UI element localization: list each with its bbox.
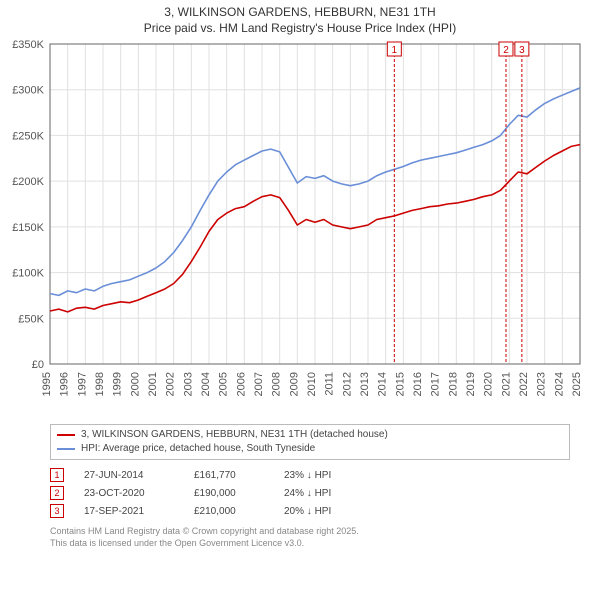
credits-line2: This data is licensed under the Open Gov… xyxy=(50,538,570,550)
title-line1: 3, WILKINSON GARDENS, HEBBURN, NE31 1TH xyxy=(4,4,596,20)
svg-text:£200K: £200K xyxy=(12,177,44,189)
svg-text:£150K: £150K xyxy=(12,222,44,234)
svg-text:2009: 2009 xyxy=(288,372,300,396)
svg-text:2012: 2012 xyxy=(341,372,353,396)
legend-item-hpi: HPI: Average price, detached house, Sout… xyxy=(57,442,563,456)
sale-date: 27-JUN-2014 xyxy=(84,470,174,481)
svg-text:1995: 1995 xyxy=(41,372,53,396)
sales-table: 1 27-JUN-2014 £161,770 23% ↓ HPI 2 23-OCT-202… xyxy=(50,466,570,520)
svg-text:2010: 2010 xyxy=(306,372,318,396)
svg-text:£0: £0 xyxy=(32,359,44,371)
svg-text:2017: 2017 xyxy=(430,372,442,396)
svg-text:2023: 2023 xyxy=(536,372,548,396)
sale-price: £190,000 xyxy=(194,488,264,499)
svg-text:£50K: £50K xyxy=(18,314,44,326)
svg-text:2007: 2007 xyxy=(253,372,265,396)
chart-svg: £0 £50K £100K £150K £200K £250K £300K £350K 1995… xyxy=(0,36,600,420)
svg-text:£250K: £250K xyxy=(12,131,44,143)
legend-swatch xyxy=(57,448,75,450)
svg-text:2015: 2015 xyxy=(394,372,406,396)
svg-text:2005: 2005 xyxy=(218,372,230,396)
svg-text:2008: 2008 xyxy=(271,372,283,396)
svg-text:3: 3 xyxy=(519,45,525,56)
sale-date: 17-SEP-2021 xyxy=(84,506,174,517)
svg-text:2013: 2013 xyxy=(359,372,371,396)
svg-text:2001: 2001 xyxy=(147,372,159,396)
sale-vs-hpi: 23% ↓ HPI xyxy=(284,470,331,481)
sale-vs-hpi: 20% ↓ HPI xyxy=(284,506,331,517)
svg-text:2: 2 xyxy=(503,45,509,56)
sale-vs-hpi: 24% ↓ HPI xyxy=(284,488,331,499)
title-line2: Price paid vs. HM Land Registry's House … xyxy=(4,20,596,36)
svg-text:2002: 2002 xyxy=(165,372,177,396)
sale-marker: 1 xyxy=(50,468,64,482)
svg-text:2011: 2011 xyxy=(324,372,336,396)
svg-text:1997: 1997 xyxy=(76,372,88,396)
legend-label: HPI: Average price, detached house, Sout… xyxy=(81,442,315,456)
svg-text:2019: 2019 xyxy=(465,372,477,396)
svg-text:1998: 1998 xyxy=(94,372,106,396)
svg-text:1996: 1996 xyxy=(59,372,71,396)
svg-text:2016: 2016 xyxy=(412,372,424,396)
svg-text:2024: 2024 xyxy=(553,372,565,396)
svg-text:£100K: £100K xyxy=(12,268,44,280)
svg-text:1999: 1999 xyxy=(112,372,124,396)
sale-marker: 2 xyxy=(50,486,64,500)
svg-text:2006: 2006 xyxy=(235,372,247,396)
svg-text:2022: 2022 xyxy=(518,372,530,396)
svg-text:2004: 2004 xyxy=(200,372,212,396)
svg-text:2025: 2025 xyxy=(571,372,583,396)
credits-line1: Contains HM Land Registry data © Crown c… xyxy=(50,526,570,538)
sale-row: 1 27-JUN-2014 £161,770 23% ↓ HPI xyxy=(50,466,570,484)
chart-area: £0 £50K £100K £150K £200K £250K £300K £350K 1995… xyxy=(0,36,600,420)
svg-text:2000: 2000 xyxy=(129,372,141,396)
legend-label: 3, WILKINSON GARDENS, HEBBURN, NE31 1TH … xyxy=(81,428,388,442)
svg-text:£300K: £300K xyxy=(12,85,44,97)
svg-text:£350K: £350K xyxy=(12,39,44,51)
svg-text:2018: 2018 xyxy=(447,372,459,396)
sale-date: 23-OCT-2020 xyxy=(84,488,174,499)
sale-price: £210,000 xyxy=(194,506,264,517)
svg-text:2003: 2003 xyxy=(182,372,194,396)
legend: 3, WILKINSON GARDENS, HEBBURN, NE31 1TH … xyxy=(50,424,570,460)
svg-text:2014: 2014 xyxy=(377,372,389,396)
svg-text:2020: 2020 xyxy=(483,372,495,396)
chart-title: 3, WILKINSON GARDENS, HEBBURN, NE31 1TH … xyxy=(0,0,600,36)
sale-row: 3 17-SEP-2021 £210,000 20% ↓ HPI xyxy=(50,502,570,520)
legend-item-price-paid: 3, WILKINSON GARDENS, HEBBURN, NE31 1TH … xyxy=(57,428,563,442)
legend-swatch xyxy=(57,434,75,436)
credits: Contains HM Land Registry data © Crown c… xyxy=(50,526,570,549)
svg-text:1: 1 xyxy=(392,45,398,56)
sale-row: 2 23-OCT-2020 £190,000 24% ↓ HPI xyxy=(50,484,570,502)
sale-marker: 3 xyxy=(50,504,64,518)
sale-price: £161,770 xyxy=(194,470,264,481)
svg-text:2021: 2021 xyxy=(500,372,512,396)
